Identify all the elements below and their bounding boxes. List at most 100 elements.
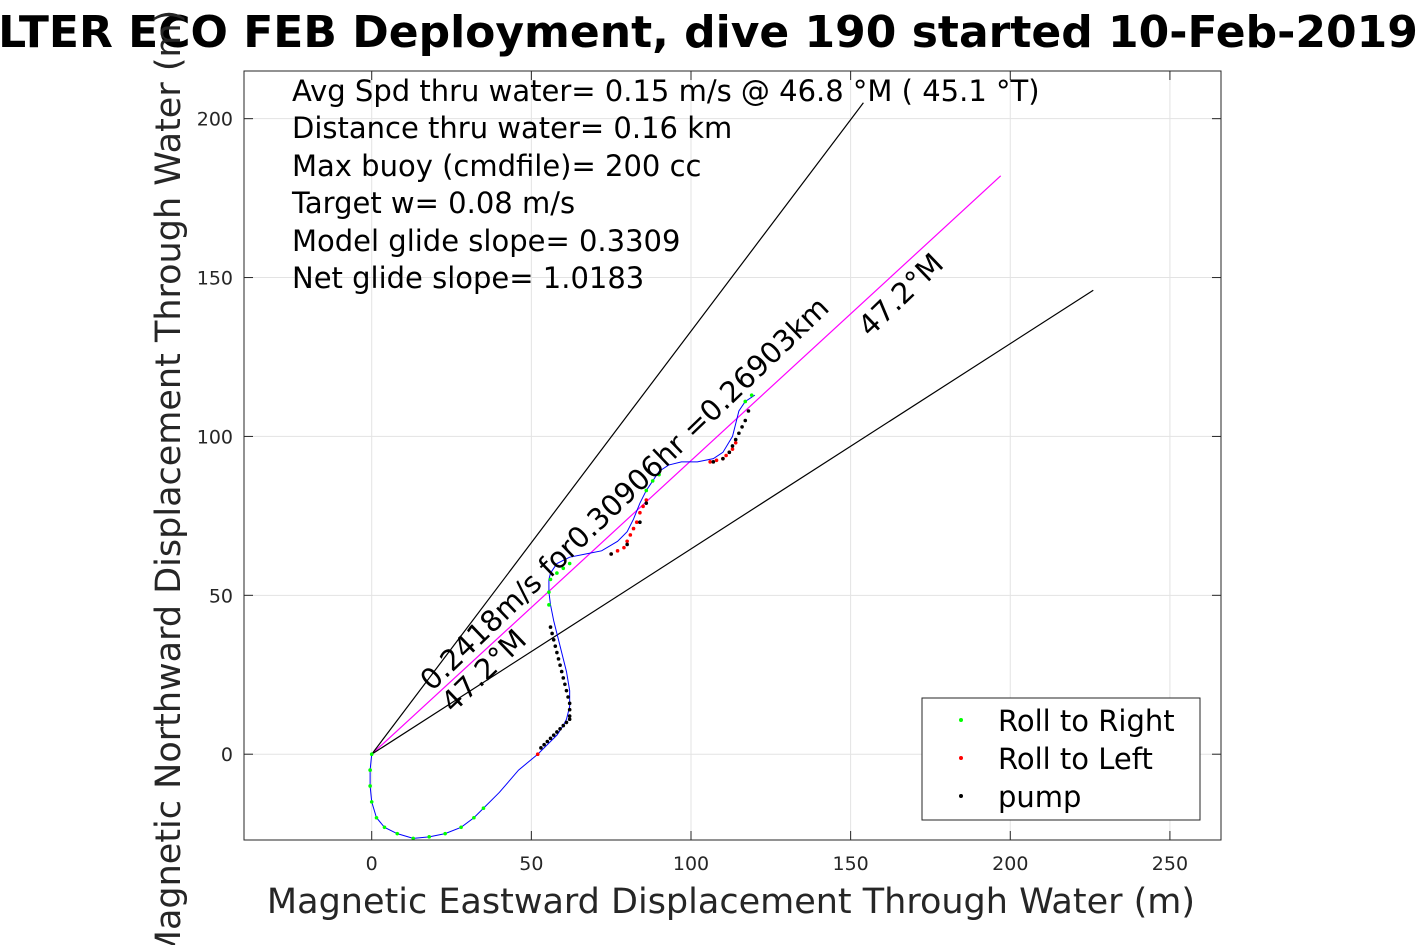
- roll-left-point: [622, 545, 626, 550]
- legend-marker-pump: [959, 794, 963, 798]
- legend-box: [921, 697, 1201, 821]
- roll-right-point: [548, 577, 553, 582]
- x-axis-label: Magnetic Eastward Displacement Through W…: [267, 882, 1195, 922]
- pump-point: [555, 650, 559, 655]
- pump-point: [638, 520, 642, 525]
- pump-point: [539, 746, 543, 750]
- x-tick-label: 100: [673, 853, 709, 875]
- pump-point: [555, 730, 559, 734]
- roll-right-point: [657, 472, 661, 477]
- stats-line-distance: Distance thru water= 0.16 km: [292, 111, 732, 145]
- pump-point: [743, 418, 748, 423]
- pump-point: [733, 437, 738, 442]
- legend-marker-roll-right: [959, 718, 963, 722]
- x-tick-label: 50: [519, 853, 543, 875]
- roll-right-point: [650, 479, 655, 483]
- roll-left-point: [628, 533, 633, 537]
- x-tick-label: 250: [1152, 853, 1188, 875]
- track-group: [369, 394, 756, 839]
- legend-marker-roll-left: [959, 756, 963, 760]
- pump-point: [558, 663, 562, 668]
- pump-point: [644, 501, 649, 505]
- roll-right-point: [743, 399, 748, 404]
- pump-point: [721, 456, 725, 461]
- y-tick-label: 200: [197, 109, 233, 131]
- roll-left-point: [615, 549, 620, 553]
- cone-upper: [371, 102, 864, 755]
- pump-point: [564, 720, 569, 725]
- chart-title: LTER ECO FEB Deployment, dive 190 starte…: [0, 7, 1417, 58]
- legend-label-pump: pump: [998, 780, 1081, 814]
- roll-right-point: [472, 815, 476, 820]
- pump-point: [727, 450, 732, 455]
- dive-track-line: [369, 394, 756, 839]
- roll-right-point: [547, 603, 551, 607]
- pump-point: [625, 542, 629, 547]
- pump-point: [545, 739, 550, 744]
- x-tick-label: 0: [366, 853, 378, 875]
- pump-point: [567, 717, 572, 722]
- stats-text: Avg Spd thru water= 0.15 m/s @ 46.8 °M (…: [291, 74, 1040, 295]
- roll-right-point: [555, 571, 559, 575]
- roll-right-point: [395, 831, 400, 836]
- y-axis-label: Magnetic Northward Displacement Through …: [149, 10, 189, 945]
- y-tick-label: 100: [197, 426, 233, 448]
- x-tick-label: 200: [992, 853, 1028, 875]
- roll-left-point: [625, 539, 629, 544]
- roll-left-point: [714, 458, 719, 463]
- roll-right-point: [369, 800, 374, 804]
- stats-line-target-w: Target w= 0.08 m/s: [291, 186, 575, 220]
- roll-left-point: [634, 520, 639, 525]
- roll-left-point: [535, 752, 540, 757]
- pump-point: [737, 431, 741, 436]
- pump-point: [550, 631, 554, 636]
- heading-line: [371, 175, 1002, 755]
- roll-left-point: [730, 447, 735, 451]
- roll-right-point: [547, 590, 551, 594]
- pump-point: [559, 669, 564, 674]
- pump-point: [563, 682, 567, 687]
- cone-lower: [371, 289, 1094, 755]
- pump-point: [551, 638, 556, 642]
- roll-left-point: [724, 453, 728, 458]
- roll-left-point: [733, 440, 738, 445]
- roll-right-point: [749, 393, 754, 397]
- roll-right-point: [427, 835, 431, 839]
- pump-point: [556, 657, 561, 661]
- pump-point: [711, 460, 716, 464]
- roll-right-point: [561, 566, 566, 571]
- roll-left-point: [644, 498, 649, 502]
- stats-line-buoy: Max buoy (cmdfile)= 200 cc: [292, 149, 701, 183]
- roll-right-point: [382, 825, 387, 830]
- roll-right-point: [368, 768, 372, 772]
- legend: Roll to Right Roll to Left pump: [921, 697, 1201, 821]
- roll-right-point: [368, 784, 372, 788]
- pump-point: [609, 552, 613, 556]
- roll-right-point: [459, 825, 463, 830]
- roll-left-point: [631, 526, 636, 531]
- pump-point: [553, 644, 558, 648]
- stats-line-model-slope: Model glide slope= 0.3309: [292, 224, 680, 258]
- roll-right-point: [644, 488, 649, 493]
- legend-label-roll-left: Roll to Left: [998, 742, 1153, 776]
- pump-point: [548, 625, 553, 629]
- pump-point: [566, 695, 570, 699]
- tick-labels: 0 50 100 150 200 250 0 50 100 150 200: [197, 109, 1188, 875]
- reference-lines: [371, 102, 1094, 755]
- pump-point: [730, 444, 735, 448]
- roll-right-point: [369, 752, 374, 757]
- stats-line-net-slope: Net glide slope= 1.0183: [292, 261, 644, 295]
- pump-point: [567, 707, 572, 712]
- roll-left-point: [708, 460, 712, 464]
- roll-right-point: [567, 561, 572, 566]
- y-tick-label: 50: [209, 585, 233, 607]
- roll-right-point: [374, 815, 379, 820]
- roll-right-point: [411, 836, 416, 841]
- pump-point: [561, 723, 566, 728]
- stats-line-speed: Avg Spd thru water= 0.15 m/s @ 46.8 °M (…: [292, 74, 1040, 108]
- x-tick-label: 150: [833, 853, 869, 875]
- roll-left-point: [641, 504, 645, 509]
- pump-point: [746, 409, 751, 413]
- roll-right-point: [481, 806, 486, 811]
